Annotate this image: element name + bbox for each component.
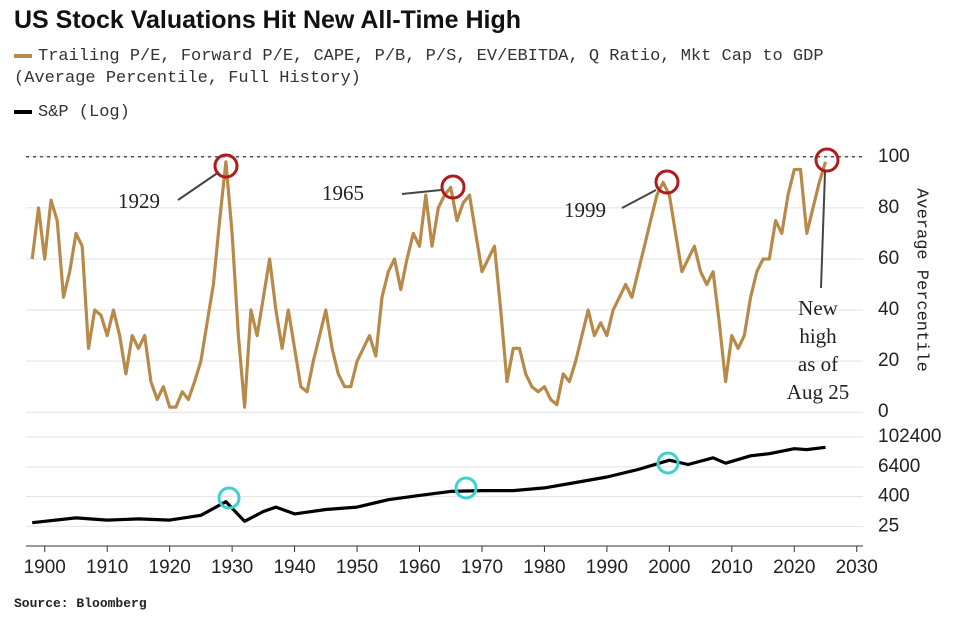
x-tick-label: 1980: [523, 557, 565, 578]
x-tick-label: 2010: [711, 557, 753, 578]
highlight-circle: [814, 147, 840, 173]
chart-title: US Stock Valuations Hit New All-Time Hig…: [14, 6, 522, 34]
highlight-circle: [454, 476, 478, 500]
legend-swatch: [14, 53, 32, 58]
legend-label: S&P (Log): [38, 103, 130, 122]
annotation: 1965: [322, 181, 364, 205]
annotation: Aug 25: [787, 380, 849, 404]
y-tick-label: 102400: [878, 426, 941, 447]
annotation: as of: [798, 352, 838, 376]
x-tick-label: 1950: [336, 557, 378, 578]
x-tick-label: 1970: [461, 557, 503, 578]
legend-label: Trailing P/E, Forward P/E, CAPE, P/B, P/…: [14, 47, 824, 88]
y-tick-label: 40: [878, 299, 899, 320]
annotation: high: [799, 324, 837, 348]
x-tick-label: 1940: [273, 557, 315, 578]
y-tick-label: 400: [878, 486, 910, 507]
x-tick-label: 1960: [398, 557, 440, 578]
x-tick-label: 1990: [586, 557, 628, 578]
highlight-circle: [656, 451, 680, 475]
x-tick-label: 1920: [149, 557, 191, 578]
y-tick-label: 60: [878, 248, 899, 269]
y-tick-label: 6400: [878, 456, 920, 477]
annotation-arrow: [820, 171, 826, 289]
annotation-arrow: [177, 171, 220, 201]
annotation: New: [798, 296, 838, 320]
y-tick-label: 0: [878, 401, 889, 422]
y-tick-label: 20: [878, 350, 899, 371]
annotations: 1929 1965 1999 New high as of Aug 25: [118, 147, 849, 510]
highlight-circle: [440, 174, 466, 200]
highlight-circle: [654, 169, 680, 195]
y-tick-label: 100: [878, 146, 910, 167]
x-tick-label: 1910: [86, 557, 128, 578]
series-line: [32, 445, 826, 525]
annotation-arrow: [621, 189, 657, 209]
legend-swatch: [14, 109, 32, 114]
x-tick-label: 2030: [836, 557, 878, 578]
x-tick-label: 1900: [24, 557, 66, 578]
y-tick-label: 80: [878, 197, 899, 218]
y-tick-label: 25: [878, 515, 899, 536]
highlight-circle: [213, 153, 239, 179]
series-line: [30, 160, 828, 409]
annotation: 1929: [118, 189, 160, 213]
x-tick-label: 1930: [211, 557, 253, 578]
x-tick-label: 2000: [648, 557, 690, 578]
highlight-circle: [217, 486, 241, 510]
annotation-arrow: [401, 189, 442, 195]
source: Source: Bloomberg: [14, 596, 147, 611]
legend-entry: Trailing P/E, Forward P/E, CAPE, P/B, P/…: [14, 46, 894, 90]
y-axis-label: Average Percentile: [912, 188, 931, 372]
annotation: 1999: [564, 198, 606, 222]
legend-entry: S&P (Log): [14, 102, 130, 124]
x-tick-label: 2020: [773, 557, 815, 578]
